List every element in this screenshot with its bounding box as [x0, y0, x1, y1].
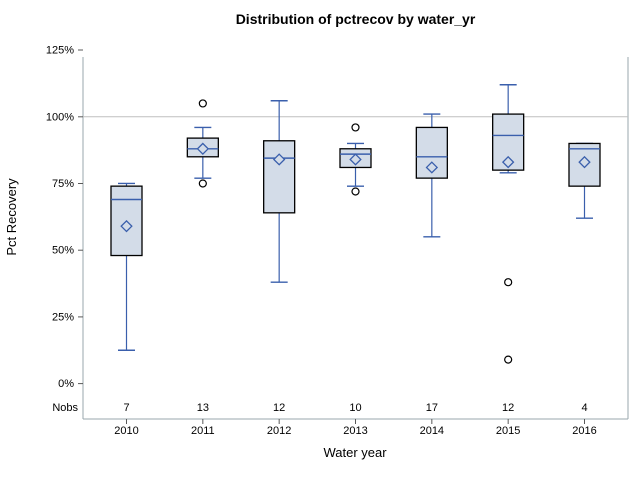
svg-text:25%: 25%	[52, 311, 74, 323]
svg-text:100%: 100%	[46, 111, 74, 123]
svg-text:75%: 75%	[52, 178, 74, 190]
svg-text:2014: 2014	[420, 425, 444, 437]
svg-text:13: 13	[197, 402, 209, 414]
svg-text:2011: 2011	[191, 425, 215, 437]
svg-text:125%: 125%	[46, 45, 74, 57]
svg-text:10: 10	[349, 402, 361, 414]
svg-text:0%: 0%	[58, 378, 74, 390]
svg-text:Water year: Water year	[323, 445, 387, 460]
svg-text:Pct Recovery: Pct Recovery	[4, 178, 19, 256]
svg-text:Nobs: Nobs	[52, 402, 78, 414]
svg-text:50%: 50%	[52, 245, 74, 257]
svg-text:7: 7	[123, 402, 129, 414]
svg-text:2013: 2013	[343, 425, 367, 437]
svg-text:17: 17	[426, 402, 438, 414]
svg-text:4: 4	[581, 402, 587, 414]
svg-text:2016: 2016	[572, 425, 596, 437]
svg-text:12: 12	[273, 402, 285, 414]
svg-text:12: 12	[502, 402, 514, 414]
svg-text:2010: 2010	[114, 425, 138, 437]
svg-text:Distribution of pctrecov by wa: Distribution of pctrecov by water_yr	[236, 11, 476, 27]
svg-text:2015: 2015	[496, 425, 520, 437]
svg-text:2012: 2012	[267, 425, 291, 437]
